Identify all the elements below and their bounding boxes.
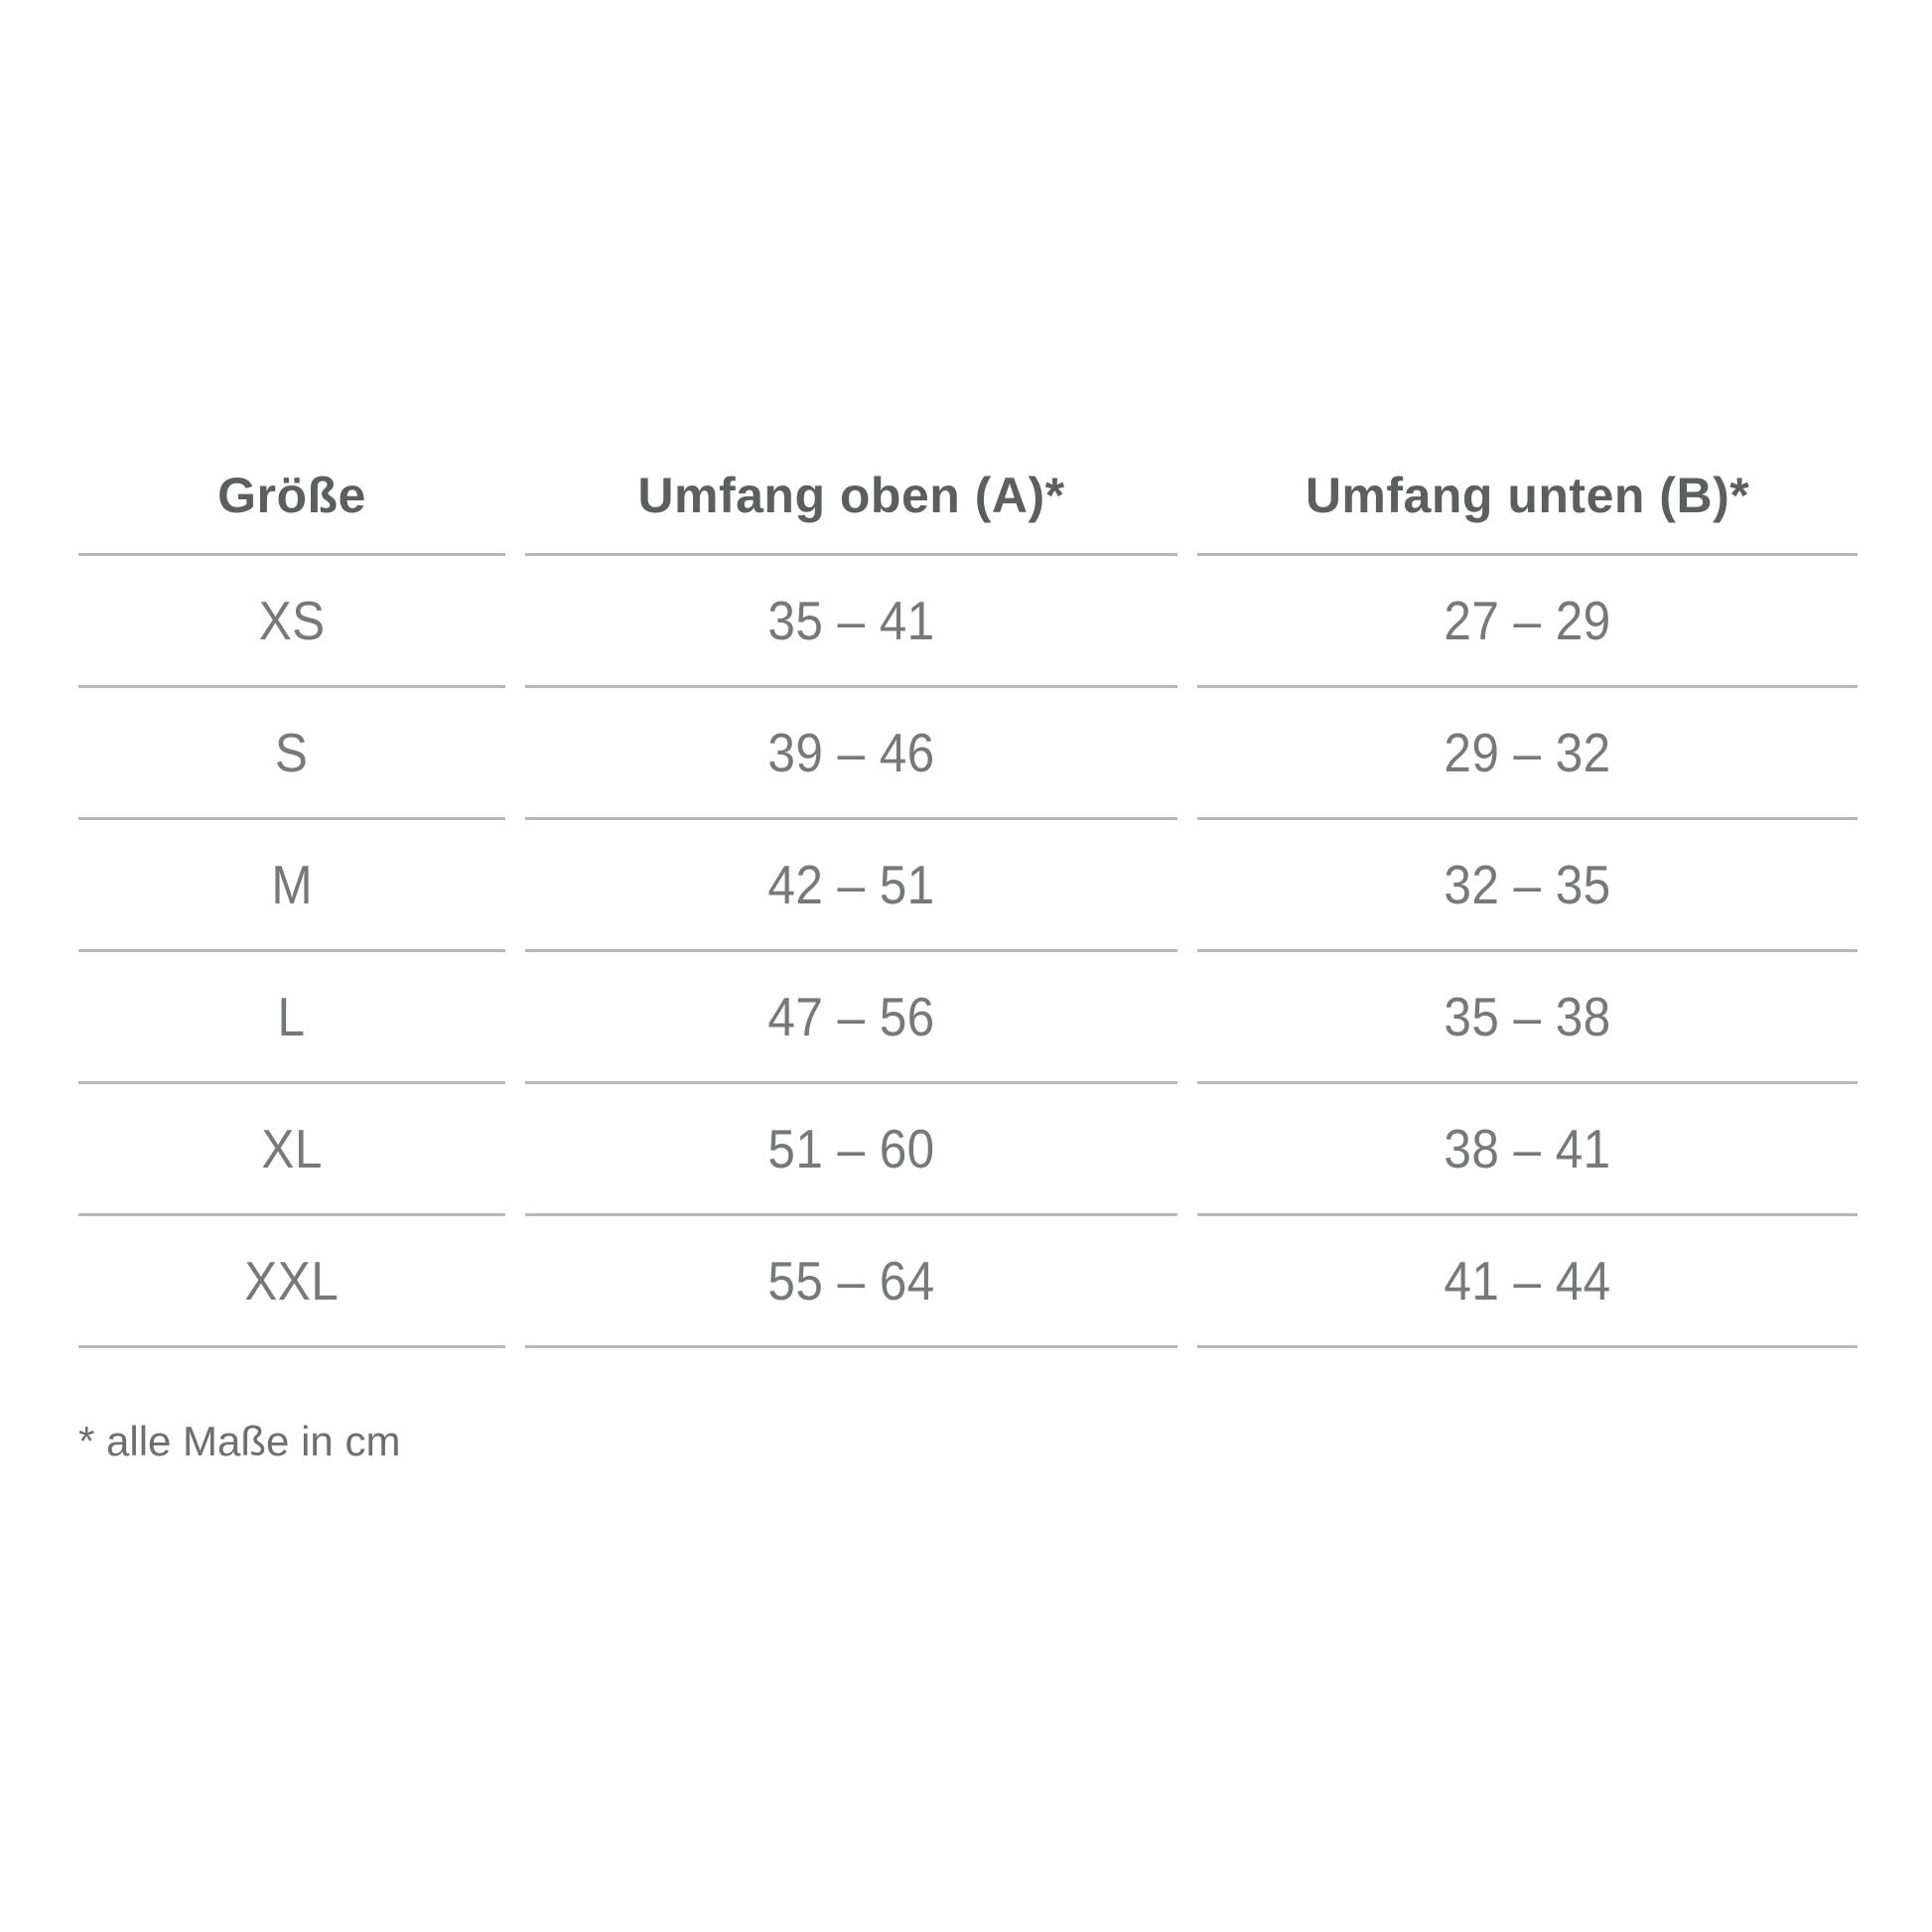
- size-cell: L: [78, 952, 505, 1084]
- umfang-oben-cell: 35 – 41: [525, 556, 1177, 688]
- column-header-umfang-oben: Umfang oben (A)*: [525, 437, 1177, 556]
- size-cell: XXL: [78, 1216, 505, 1348]
- units-footnote: * alle Maße in cm: [78, 1418, 401, 1464]
- size-value: S: [275, 722, 309, 783]
- umfang-unten-value: 29 – 32: [1444, 722, 1611, 783]
- umfang-oben-cell: 51 – 60: [525, 1084, 1177, 1216]
- umfang-unten-cell: 27 – 29: [1197, 556, 1858, 688]
- umfang-unten-value: 27 – 29: [1444, 590, 1611, 651]
- umfang-oben-cell: 55 – 64: [525, 1216, 1177, 1348]
- size-cell: M: [78, 820, 505, 952]
- umfang-oben-value: 55 – 64: [767, 1250, 935, 1311]
- size-value: L: [278, 986, 306, 1047]
- size-cell: XS: [78, 556, 505, 688]
- size-value: M: [271, 854, 313, 915]
- umfang-unten-cell: 41 – 44: [1197, 1216, 1858, 1348]
- size-chart-table: Größe Umfang oben (A)* Umfang unten (B)*…: [78, 437, 1858, 1348]
- umfang-unten-value: 38 – 41: [1444, 1118, 1611, 1179]
- umfang-oben-value: 47 – 56: [767, 986, 935, 1047]
- umfang-unten-cell: 29 – 32: [1197, 688, 1858, 820]
- column-header-umfang-unten-label: Umfang unten (B)*: [1305, 467, 1750, 523]
- column-header-groesse: Größe: [78, 437, 505, 556]
- umfang-unten-cell: 32 – 35: [1197, 820, 1858, 952]
- umfang-oben-value: 39 – 46: [767, 722, 935, 783]
- umfang-unten-cell: 38 – 41: [1197, 1084, 1858, 1216]
- size-value: XL: [261, 1118, 323, 1179]
- umfang-unten-value: 32 – 35: [1444, 854, 1611, 915]
- umfang-unten-value: 41 – 44: [1444, 1250, 1611, 1311]
- umfang-unten-cell: 35 – 38: [1197, 952, 1858, 1084]
- size-value: XXL: [244, 1250, 340, 1311]
- umfang-oben-cell: 39 – 46: [525, 688, 1177, 820]
- umfang-oben-value: 51 – 60: [767, 1118, 935, 1179]
- umfang-oben-cell: 47 – 56: [525, 952, 1177, 1084]
- column-header-umfang-unten: Umfang unten (B)*: [1197, 437, 1858, 556]
- umfang-oben-value: 35 – 41: [767, 590, 935, 651]
- umfang-oben-cell: 42 – 51: [525, 820, 1177, 952]
- column-header-umfang-oben-label: Umfang oben (A)*: [637, 467, 1065, 523]
- size-cell: S: [78, 688, 505, 820]
- umfang-oben-value: 42 – 51: [767, 854, 935, 915]
- size-cell: XL: [78, 1084, 505, 1216]
- column-header-groesse-label: Größe: [217, 467, 366, 523]
- size-value: XS: [258, 590, 326, 651]
- umfang-unten-value: 35 – 38: [1444, 986, 1611, 1047]
